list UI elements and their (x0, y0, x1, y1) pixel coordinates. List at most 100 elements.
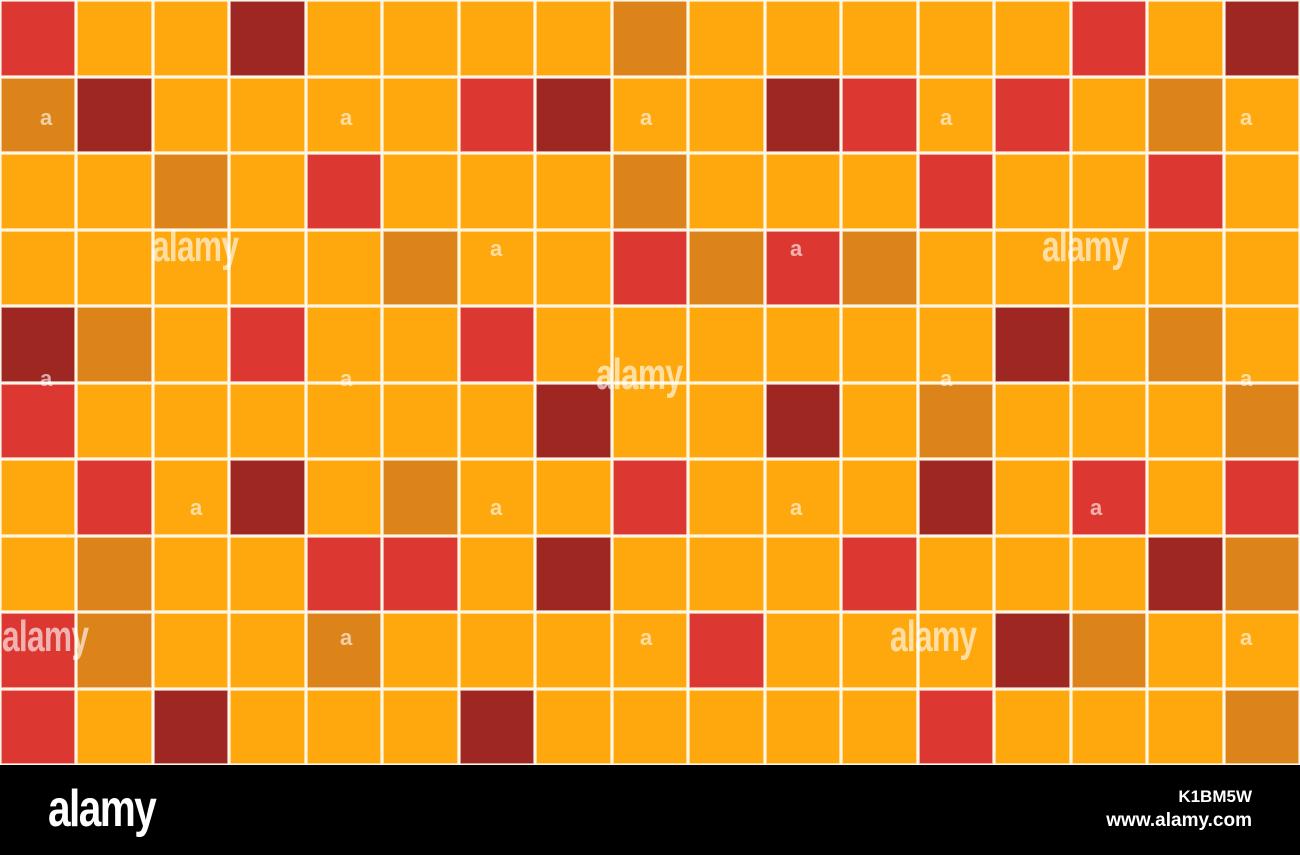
mosaic-tile (383, 613, 458, 688)
mosaic-tile (536, 689, 611, 764)
mosaic-tile (1224, 307, 1299, 382)
mosaic-tile (1, 154, 76, 229)
mosaic-tile (995, 1, 1070, 76)
mosaic-tile (995, 307, 1070, 382)
mosaic-tile (230, 536, 305, 611)
mosaic-tile (918, 1, 994, 76)
mosaic-tile (1071, 689, 1147, 764)
mosaic-tile (918, 536, 994, 611)
mosaic-tile (459, 1, 535, 76)
mosaic-tile (1, 536, 76, 611)
mosaic-tile (765, 1, 841, 76)
mosaic-tile (383, 1, 458, 76)
mosaic-tile (1071, 307, 1147, 382)
mosaic-tile (306, 154, 382, 229)
mosaic-tile (536, 154, 611, 229)
mosaic-tile (306, 536, 382, 611)
mosaic-tile (842, 230, 917, 305)
mosaic-tile (765, 613, 841, 688)
mosaic-tile (459, 689, 535, 764)
mosaic-tile (459, 613, 535, 688)
mosaic-tile (153, 536, 229, 611)
mosaic-tile (1, 383, 76, 458)
mosaic-tile (689, 460, 764, 535)
mosaic-tile (995, 613, 1070, 688)
mosaic-tile (689, 1, 764, 76)
mosaic-tile (383, 77, 458, 152)
mosaic-tile (1148, 77, 1223, 152)
mosaic-tile (77, 77, 152, 152)
mosaic-tile (1071, 1, 1147, 76)
mosaic-tile (765, 689, 841, 764)
mosaic-tile (306, 383, 382, 458)
mosaic-tile (153, 1, 229, 76)
mosaic-tile (765, 230, 841, 305)
mosaic-tile (153, 613, 229, 688)
mosaic-tile (77, 613, 152, 688)
mosaic-tile (306, 307, 382, 382)
mosaic-tile (1224, 536, 1299, 611)
mosaic-tile (1, 77, 76, 152)
mosaic-tile (995, 536, 1070, 611)
mosaic-tile (77, 460, 152, 535)
mosaic-tile (1224, 689, 1299, 764)
mosaic-tile (1148, 536, 1223, 611)
mosaic-tile (689, 154, 764, 229)
mosaic-tile (153, 307, 229, 382)
mosaic-tile (536, 536, 611, 611)
mosaic-tile (230, 77, 305, 152)
mosaic-tile (765, 536, 841, 611)
mosaic-tile (765, 460, 841, 535)
mosaic-tile (306, 77, 382, 152)
mosaic-tile (230, 154, 305, 229)
mosaic-tile (918, 230, 994, 305)
mosaic-tile (689, 307, 764, 382)
mosaic-tile (383, 460, 458, 535)
mosaic-tile (612, 460, 688, 535)
mosaic-tile (765, 383, 841, 458)
mosaic-tile (1224, 154, 1299, 229)
mosaic-tile (383, 536, 458, 611)
mosaic-tile (306, 460, 382, 535)
mosaic-tile (995, 460, 1070, 535)
mosaic-tile (306, 1, 382, 76)
mosaic-tile (995, 154, 1070, 229)
mosaic-tile (1148, 613, 1223, 688)
mosaic-tile (842, 77, 917, 152)
mosaic-tile (459, 383, 535, 458)
mosaic-tile (383, 307, 458, 382)
mosaic-tile (842, 1, 917, 76)
mosaic-tile (842, 154, 917, 229)
mosaic-tile (612, 1, 688, 76)
mosaic-tile (77, 307, 152, 382)
mosaic-tile (1071, 613, 1147, 688)
mosaic-tile (612, 689, 688, 764)
mosaic-tile (1148, 689, 1223, 764)
mosaic-tile (536, 307, 611, 382)
mosaic-tile (995, 230, 1070, 305)
mosaic-tile (1148, 230, 1223, 305)
mosaic-tile (842, 460, 917, 535)
mosaic-tile (536, 460, 611, 535)
mosaic-tile (230, 460, 305, 535)
mosaic-tile (1, 613, 76, 688)
mosaic-tile (459, 77, 535, 152)
mosaic-tile (842, 613, 917, 688)
mosaic-tile (918, 77, 994, 152)
mosaic-tile (612, 536, 688, 611)
mosaic-tile (536, 383, 611, 458)
mosaic-tile (765, 154, 841, 229)
mosaic-tile (612, 154, 688, 229)
mosaic-tile (765, 307, 841, 382)
mosaic-tile (1148, 383, 1223, 458)
mosaic-tile (1224, 1, 1299, 76)
mosaic-tile (918, 383, 994, 458)
mosaic-tile (1071, 230, 1147, 305)
mosaic-tile (612, 383, 688, 458)
mosaic-tile (1, 307, 76, 382)
mosaic-tile (1148, 154, 1223, 229)
mosaic-tile (306, 689, 382, 764)
mosaic-tile (306, 613, 382, 688)
mosaic-tile (459, 536, 535, 611)
mosaic-tile (1071, 383, 1147, 458)
